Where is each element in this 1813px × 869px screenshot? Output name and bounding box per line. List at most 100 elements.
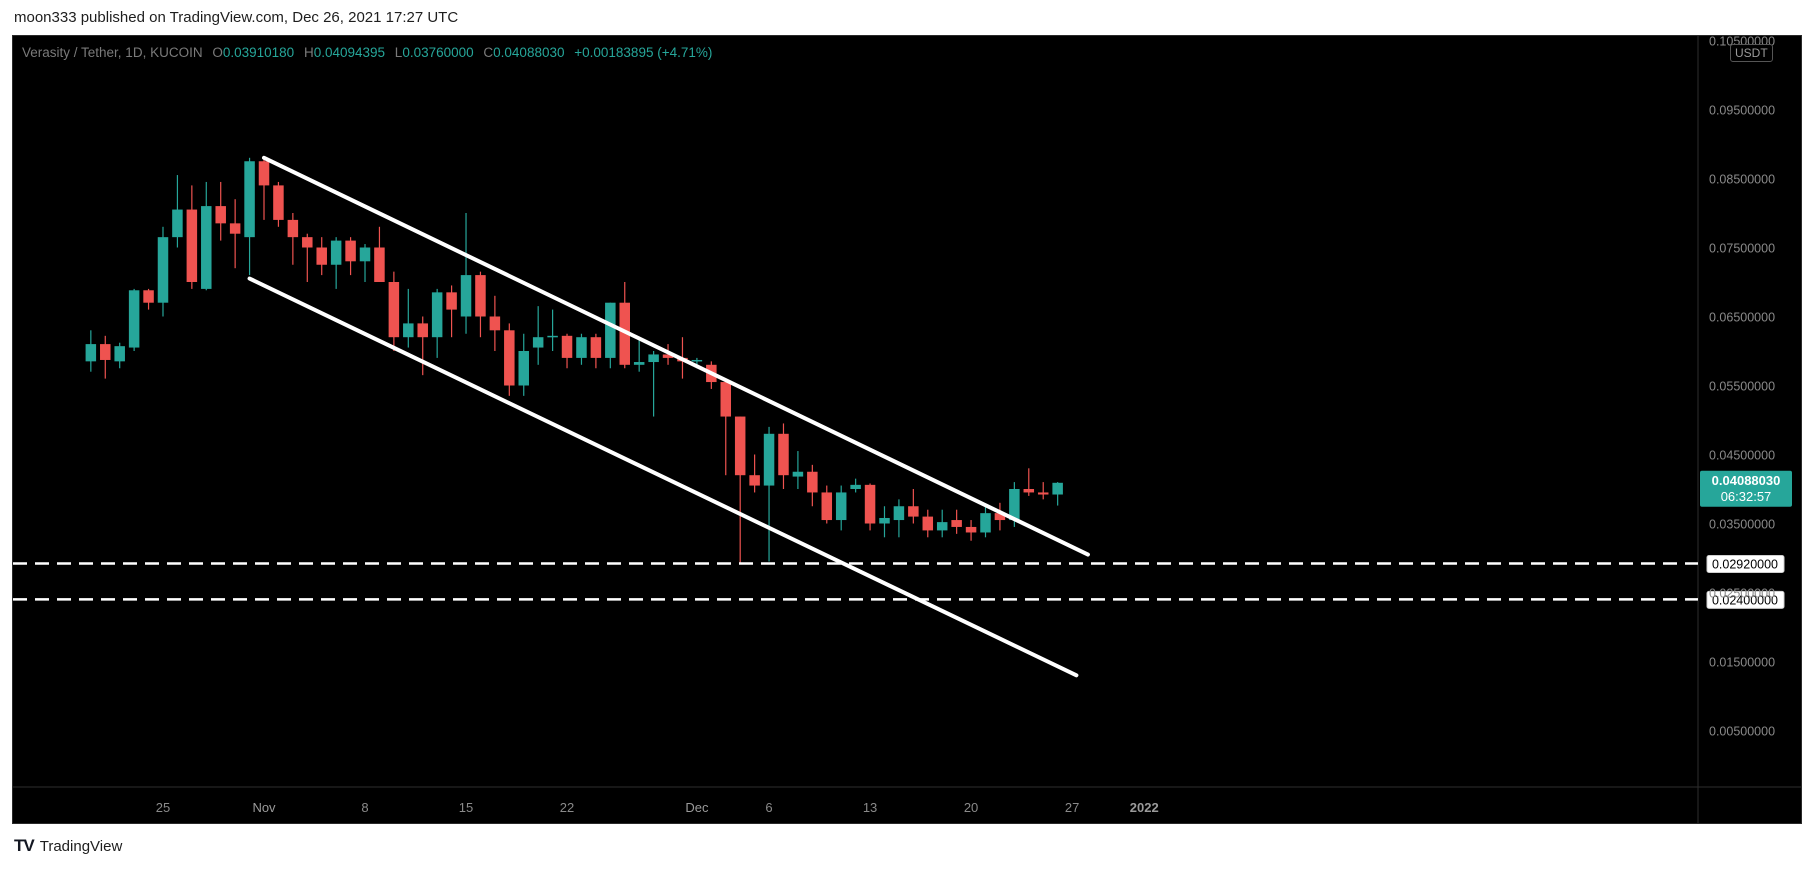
candle-body: [778, 433, 789, 476]
time-tick-label: 13: [863, 800, 877, 815]
candle-body: [1009, 489, 1020, 521]
candle-body: [460, 275, 472, 317]
candle-body: [302, 237, 313, 248]
time-tick-label: 15: [459, 800, 473, 815]
candle-body: [186, 209, 198, 282]
candle-body: [229, 223, 241, 234]
footer-brand: TradingView: [39, 837, 123, 855]
candle-body: [201, 206, 212, 289]
close-value: 0.04088030: [493, 45, 565, 60]
candle-body: [1052, 482, 1063, 495]
candle-body: [1037, 492, 1049, 495]
candle-body: [489, 316, 501, 331]
time-tick-label: 20: [964, 800, 978, 815]
candle-body: [446, 292, 457, 310]
candle-body: [922, 516, 934, 531]
candle-body: [936, 522, 948, 531]
candle-body: [215, 206, 226, 224]
candle-body: [388, 282, 400, 338]
candle-body: [951, 520, 962, 527]
candle-body: [807, 471, 818, 493]
candle-body: [417, 323, 428, 338]
candle-body: [763, 433, 775, 486]
publisher-info: moon333 published on TradingView.com, De…: [14, 9, 459, 26]
price-tick-label: 0.03500000: [1709, 518, 1775, 532]
candle-body: [128, 290, 140, 348]
footer: TV TradingView: [14, 836, 122, 856]
price-tick-label: 0.00500000: [1709, 725, 1775, 739]
candle-body: [157, 237, 169, 303]
candle-body: [792, 471, 804, 477]
price-tick-label: 0.06500000: [1709, 311, 1775, 325]
level-price-label: 0.02920000: [1712, 558, 1778, 572]
candle-body: [850, 484, 861, 489]
low-value: 0.03760000: [402, 45, 474, 60]
level-price-tag: [1706, 590, 1785, 609]
last-price-label: 0.04088030: [1712, 473, 1781, 488]
candle-body: [576, 337, 587, 358]
candle-body: [547, 335, 558, 338]
candle-body: [1023, 489, 1035, 493]
candle-body: [980, 513, 991, 533]
time-axis: 25 Nov 8 15 22 Dec 6 13 20 27 2022: [156, 800, 1159, 815]
high-value: 0.04094395: [313, 45, 386, 60]
candle-body: [619, 302, 630, 365]
price-tick-label: 0.01500000: [1709, 656, 1775, 670]
candle-body: [374, 247, 385, 282]
open-label: O: [212, 45, 223, 60]
candle-body: [908, 506, 919, 517]
plot-area: [13, 36, 1801, 823]
time-tick-label: 22: [560, 800, 574, 815]
currency-unit-badge[interactable]: USDT: [1730, 44, 1773, 62]
time-tick-label: Nov: [252, 800, 276, 815]
close-label: C: [483, 45, 494, 60]
candle-body: [359, 247, 371, 262]
candle-body: [85, 344, 97, 362]
price-tick-label: 0.07500000: [1709, 242, 1775, 256]
candle-body: [720, 382, 732, 417]
price-tick-label: 0.02500000: [1709, 587, 1775, 601]
candle-body: [273, 185, 284, 220]
candle-body: [532, 337, 544, 348]
candle-body: [734, 416, 746, 476]
candle-body: [648, 354, 659, 363]
change-value: +0.00183895 (+4.71%): [574, 45, 713, 60]
last-price-tag: [1700, 470, 1792, 507]
candle-body: [100, 344, 111, 360]
candle-body: [561, 335, 573, 358]
price-tick-label: 0.08500000: [1709, 173, 1775, 187]
candle-body: [244, 161, 255, 238]
chart-frame[interactable]: [12, 35, 1802, 824]
bar-countdown-label: 06:32:57: [1721, 489, 1772, 504]
candle-body: [330, 240, 342, 265]
candle-body: [316, 247, 327, 265]
candle-body: [835, 492, 847, 521]
high-label: H: [303, 45, 314, 60]
candle-body: [590, 337, 602, 358]
candle-body: [143, 290, 154, 303]
level-price-label: 0.02400000: [1712, 593, 1778, 607]
price-tick-label: 0.05500000: [1709, 380, 1775, 394]
candle-body: [864, 484, 876, 524]
open-value: 0.03910180: [222, 45, 295, 60]
candle-body: [258, 161, 270, 186]
low-label: L: [394, 45, 403, 60]
candle-body: [287, 219, 299, 238]
tradingview-logo-icon: TV: [14, 836, 35, 855]
channel-lower-trendline: [247, 276, 1079, 678]
symbol-legend: Verasity / Tether, 1D, KUCOIN O0.0391018…: [22, 45, 712, 60]
candle-body: [662, 354, 674, 358]
level-price-tag: [1706, 555, 1785, 574]
time-tick-label: Dec: [685, 800, 709, 815]
candle-body: [345, 240, 356, 262]
channel-upper-trendline: [262, 155, 1090, 557]
candle-body: [965, 526, 977, 533]
candle-body: [749, 475, 760, 486]
time-tick-label: 6: [765, 800, 772, 815]
candle-body: [893, 506, 905, 521]
time-tick-label: 2022: [1130, 800, 1159, 815]
candle-body: [821, 492, 833, 521]
candle-body: [431, 292, 443, 338]
candle-body: [114, 346, 125, 362]
